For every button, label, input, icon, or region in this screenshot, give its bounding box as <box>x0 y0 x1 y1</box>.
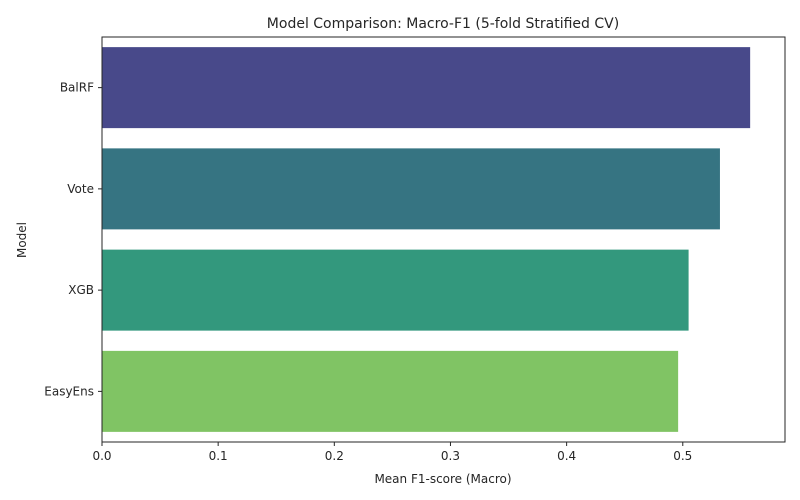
y-axis-label: Model <box>15 222 29 258</box>
bar-xgb <box>102 249 689 331</box>
bar-easyens <box>102 350 679 432</box>
x-axis-ticks: 0.0 0.1 0.2 0.3 0.4 0.5 <box>92 442 692 463</box>
y-tick-label: Vote <box>67 182 94 196</box>
x-tick-label: 0.0 <box>92 449 111 463</box>
bar-balrf <box>102 47 751 129</box>
y-tick-label: XGB <box>68 283 94 297</box>
bar-vote <box>102 148 720 230</box>
x-tick-label: 0.4 <box>557 449 576 463</box>
plot-frame-border <box>101 36 786 443</box>
x-tick-label: 0.3 <box>441 449 460 463</box>
x-tick-label: 0.2 <box>325 449 344 463</box>
x-tick-label: 0.1 <box>209 449 228 463</box>
chart-title: Model Comparison: Macro-F1 (5-fold Strat… <box>267 16 619 32</box>
x-axis-label: Mean F1-score (Macro) <box>374 472 511 486</box>
bars-group <box>102 47 751 432</box>
plot-frame <box>101 36 786 443</box>
y-axis-ticks: BalRF Vote XGB EasyEns <box>44 81 102 398</box>
y-tick-label: BalRF <box>60 81 94 95</box>
y-tick-label: EasyEns <box>44 384 94 398</box>
x-tick-label: 0.5 <box>673 449 692 463</box>
